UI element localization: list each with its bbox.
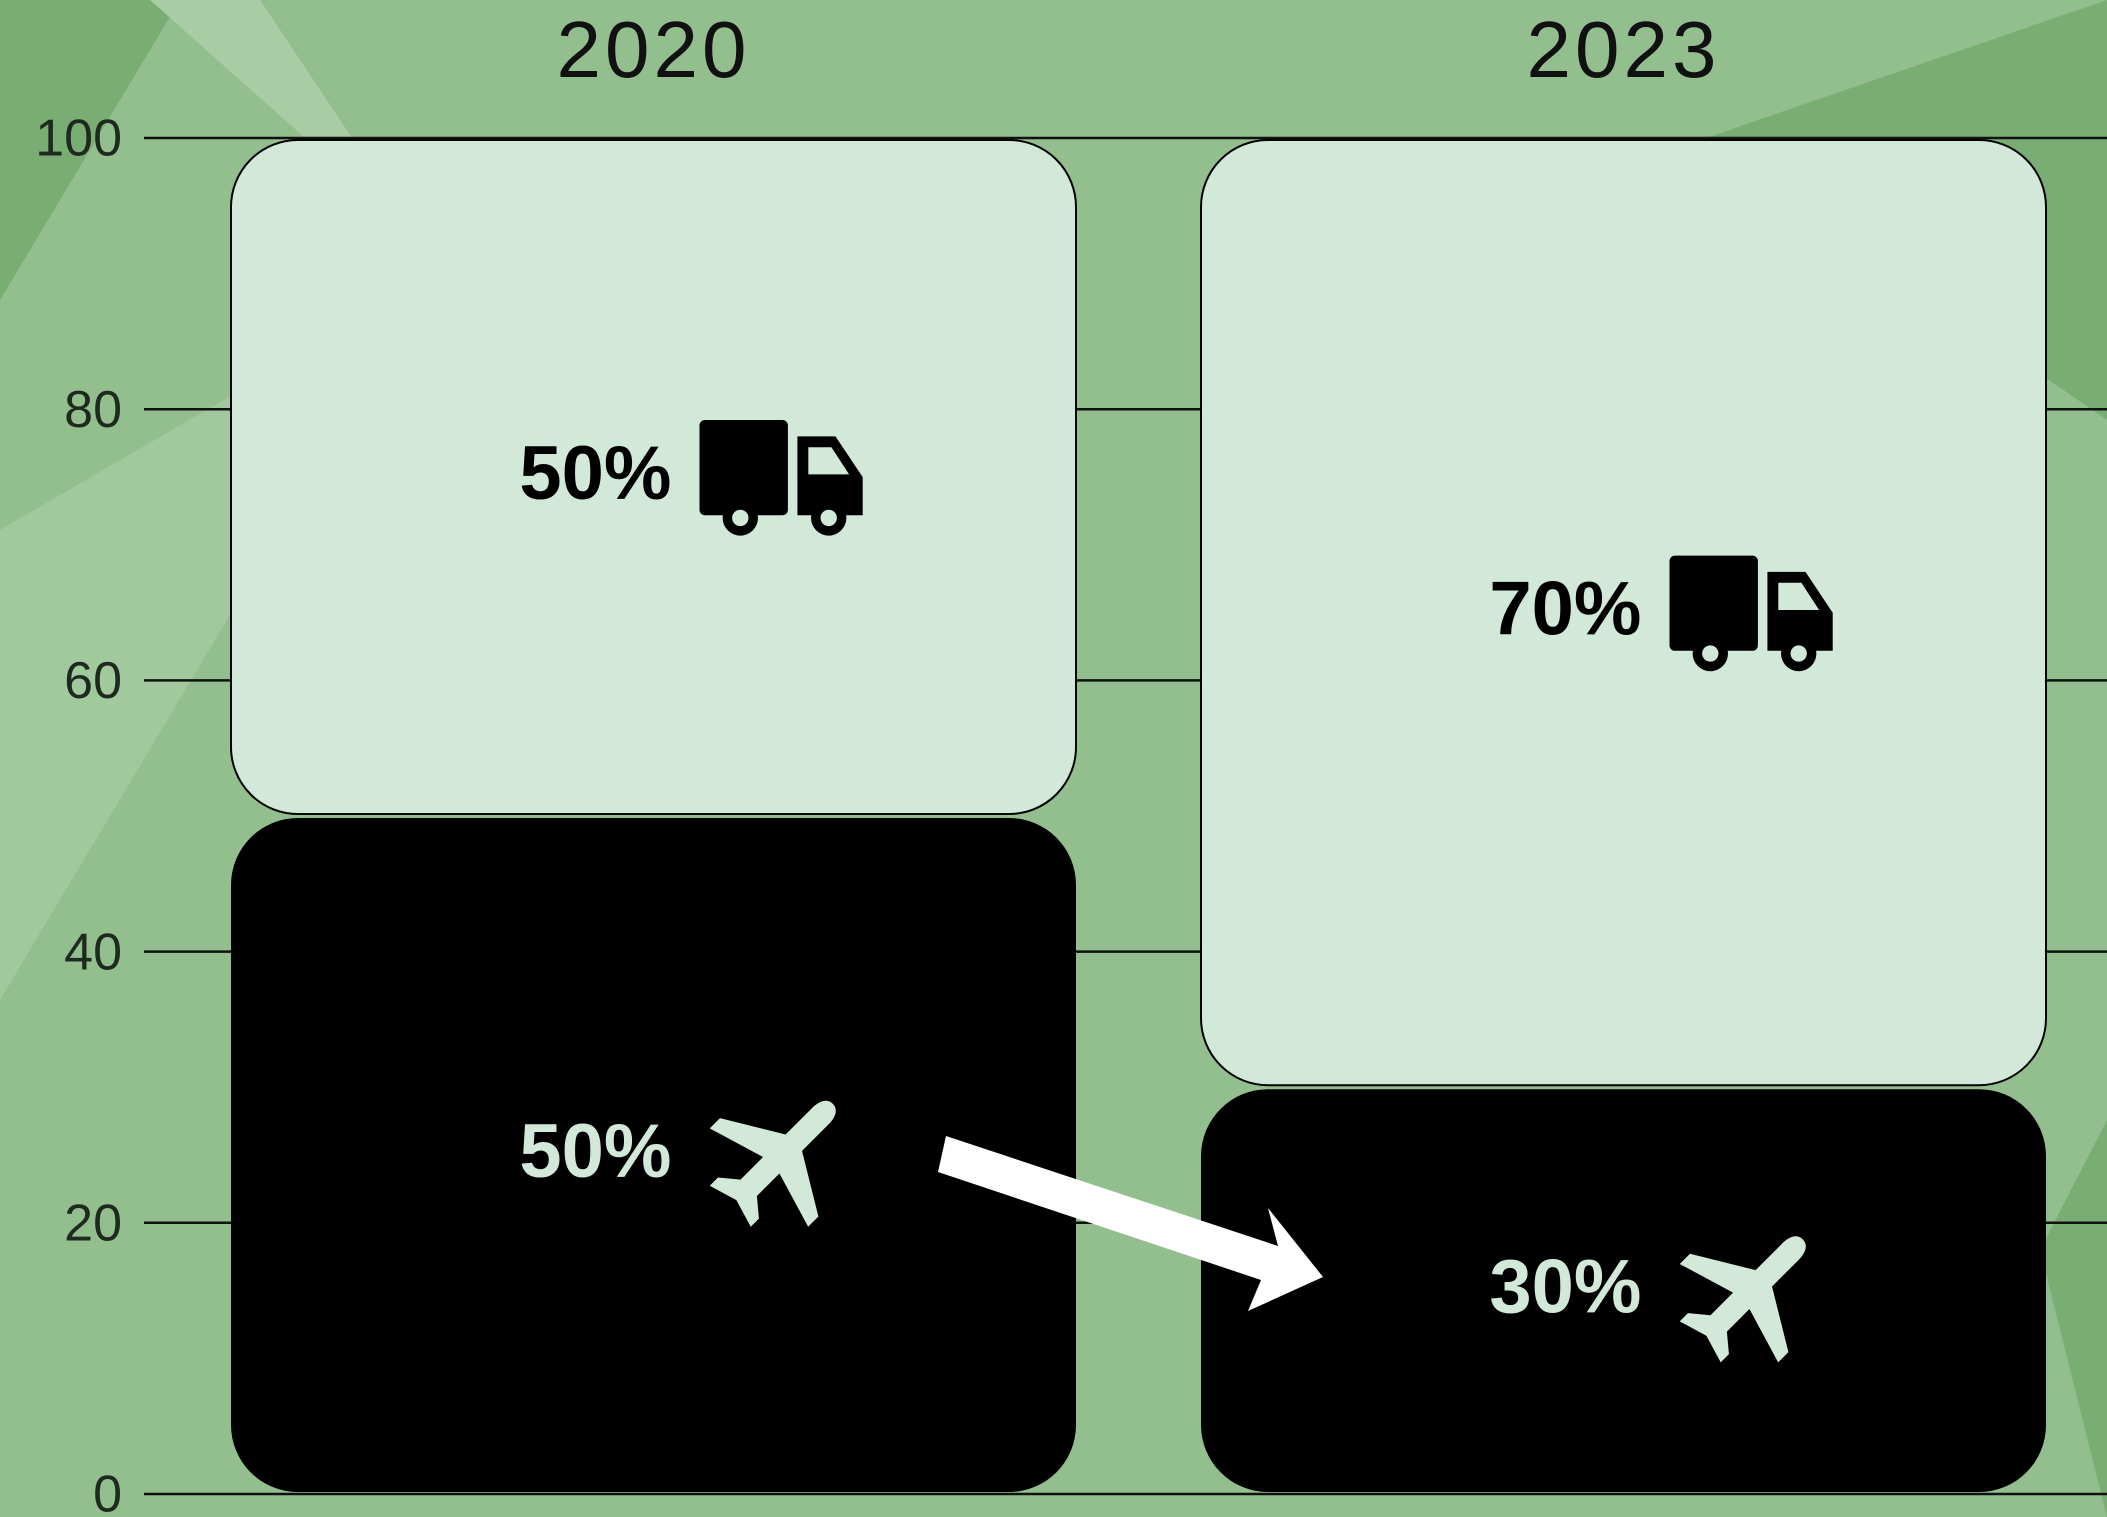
- bar-segment: [1200, 139, 2047, 1087]
- y-tick-label: 40: [64, 923, 122, 981]
- y-tick-label: 60: [64, 652, 122, 710]
- value-label: 50%: [519, 1109, 671, 1194]
- y-tick-label: 0: [93, 1466, 122, 1517]
- truck-cargo: [699, 420, 788, 516]
- truck-window: [1778, 582, 1820, 610]
- y-tick-label: 20: [64, 1195, 122, 1253]
- truck-icon: [699, 420, 863, 536]
- truck-hub: [732, 509, 749, 527]
- bar-segment: [231, 818, 1076, 1492]
- background-shape: [0, 0, 180, 300]
- background-shape: [2040, 1120, 2107, 1517]
- y-tick-label: 100: [35, 110, 122, 168]
- bars: 2020 50% 50% 2023 30% 70%: [230, 5, 2047, 1492]
- value-label: 30%: [1489, 1245, 1641, 1330]
- plane-icon: [709, 1100, 836, 1227]
- truck-cargo: [1669, 555, 1758, 651]
- plane-shape: [709, 1100, 836, 1227]
- x-tick-label: 2020: [557, 5, 751, 94]
- truck-icon: [1669, 555, 1833, 672]
- value-label: 70%: [1489, 567, 1641, 652]
- x-tick-label: 2023: [1527, 5, 1721, 94]
- truck-hub: [1790, 645, 1807, 662]
- y-tick-label: 80: [64, 381, 122, 439]
- bar-segment: [1201, 1089, 2046, 1492]
- truck-hub: [1702, 645, 1719, 662]
- bar-segment: [230, 139, 1077, 815]
- truck-hub: [820, 509, 837, 527]
- value-label: 50%: [519, 431, 671, 516]
- arrow: [938, 1136, 1323, 1311]
- plane-icon: [1679, 1236, 1806, 1363]
- truck-window: [808, 447, 850, 475]
- plane-shape: [1679, 1236, 1806, 1363]
